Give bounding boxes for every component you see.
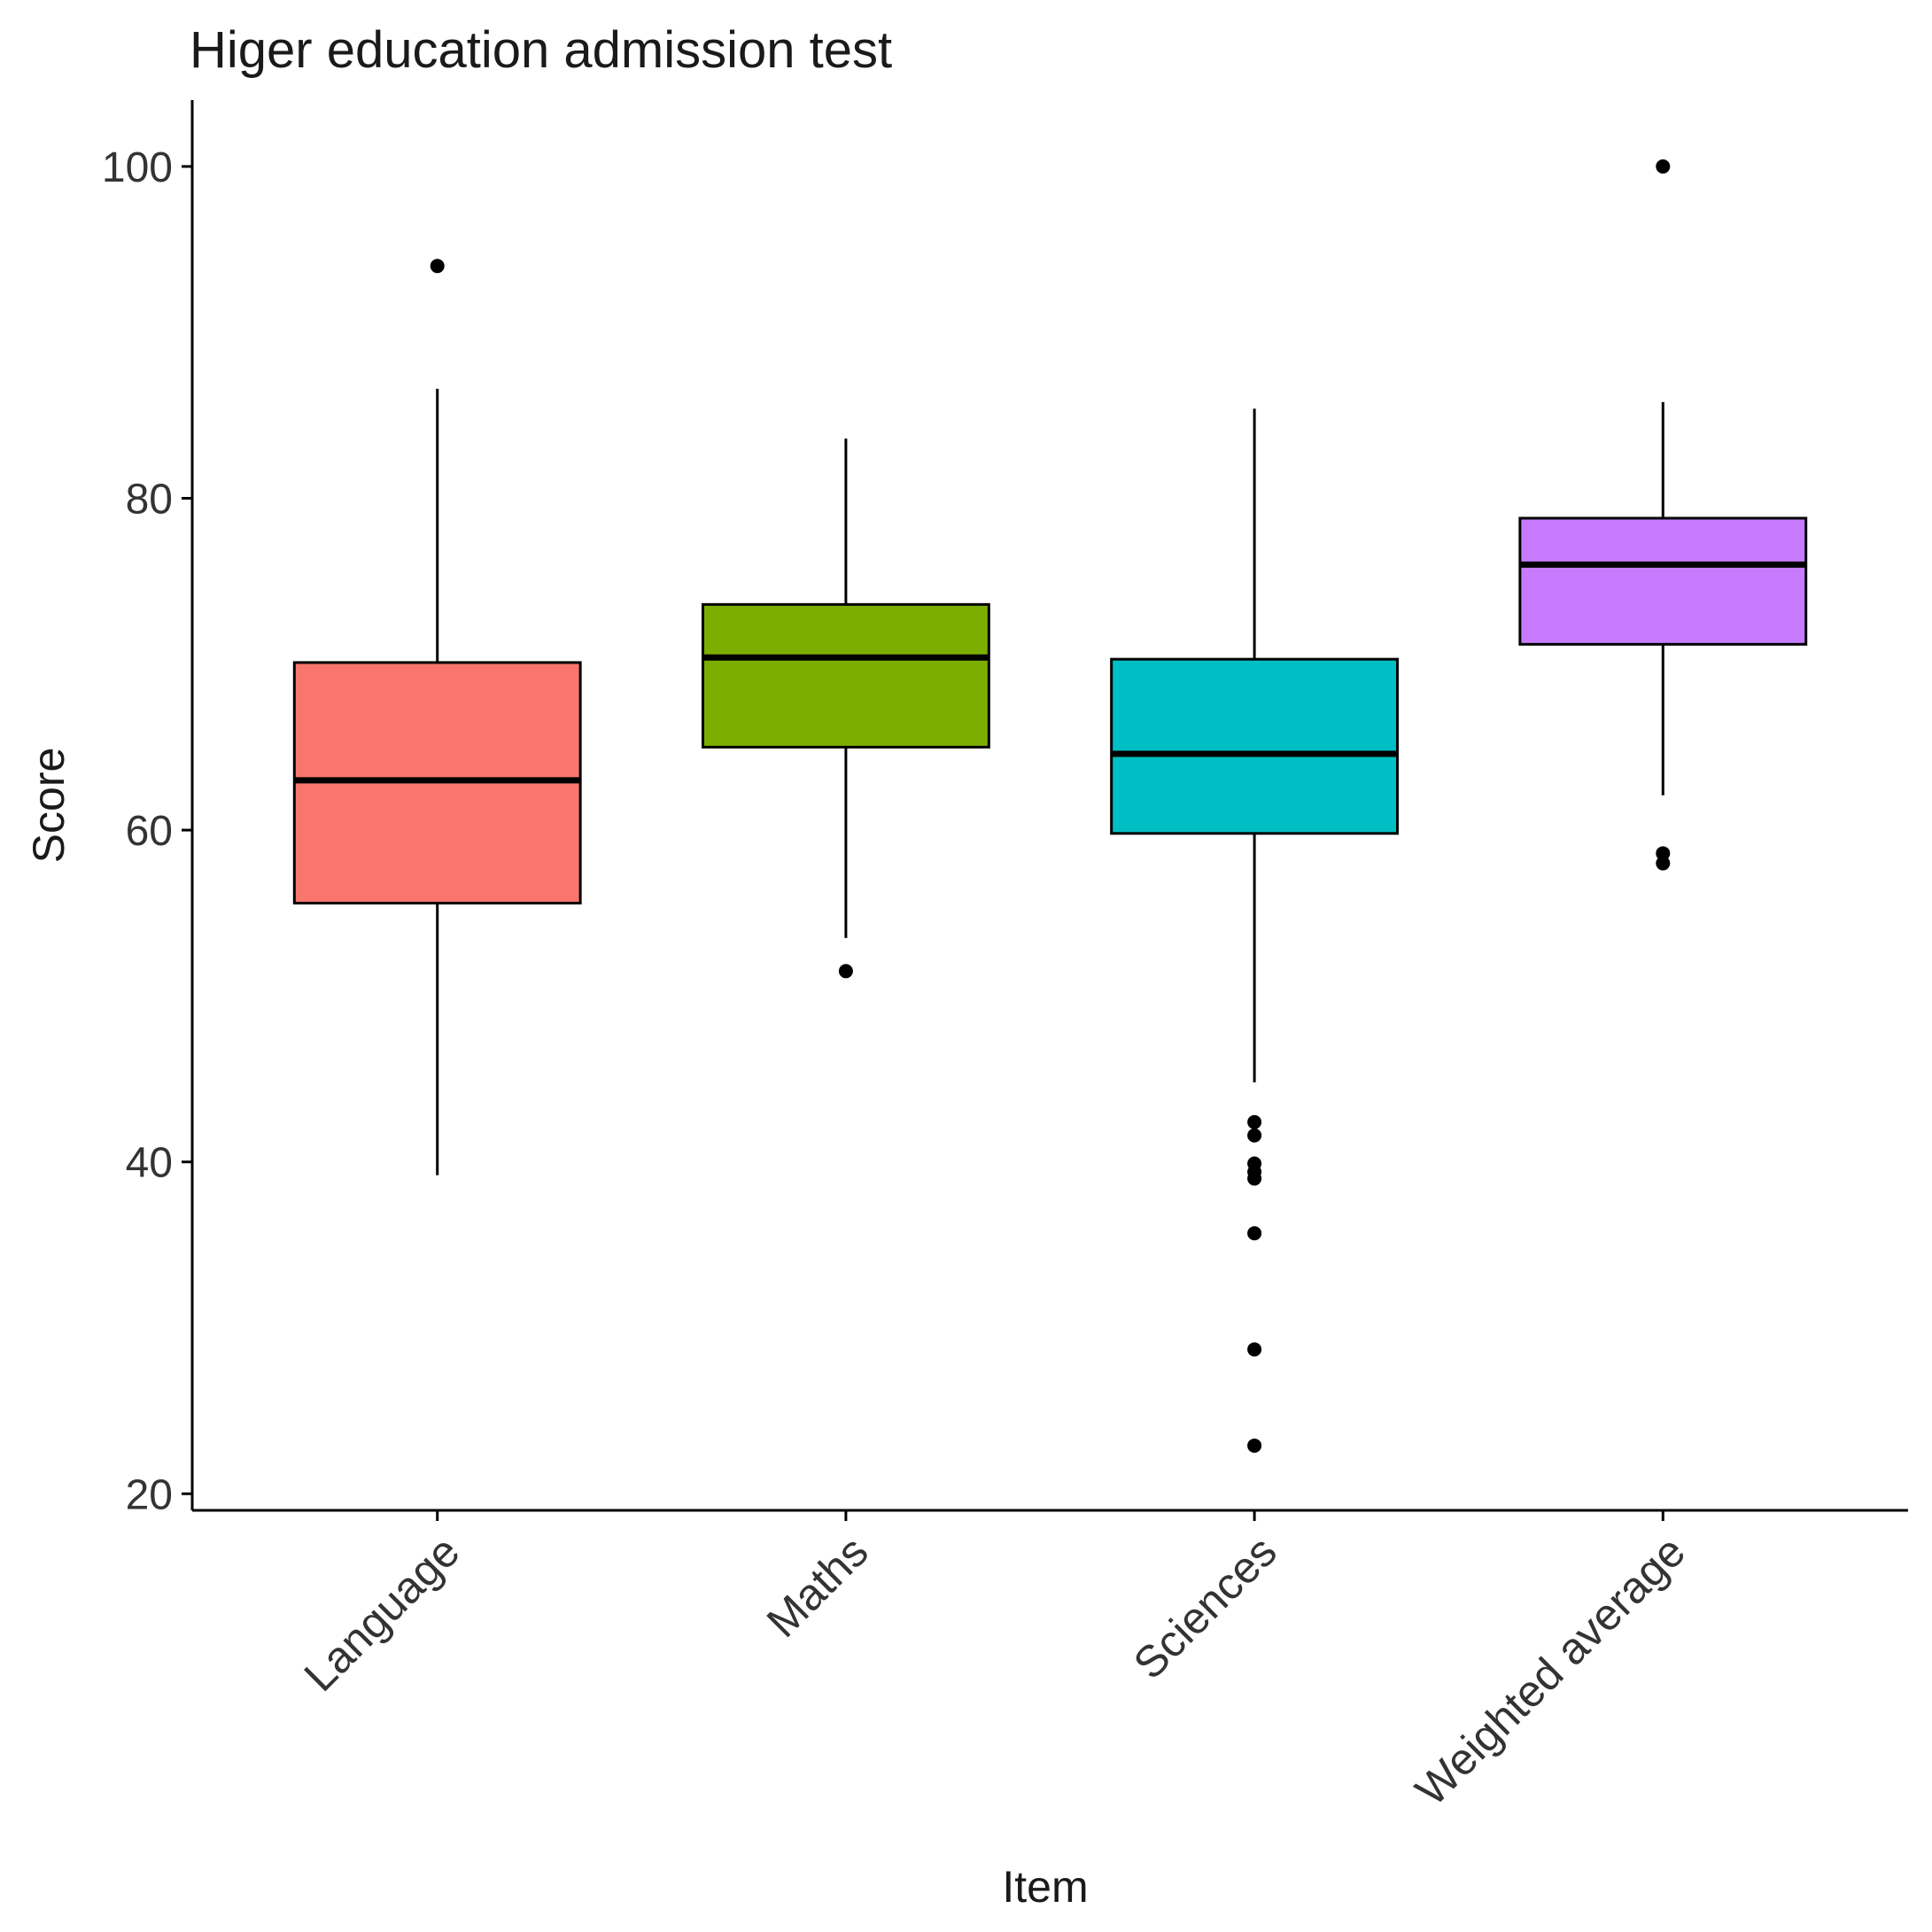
outlier-point xyxy=(1656,856,1671,871)
y-tick-label: 100 xyxy=(102,144,173,191)
y-tick-label: 80 xyxy=(126,477,173,524)
outlier-point xyxy=(1247,1171,1262,1186)
outlier-point xyxy=(430,259,445,274)
outlier-point xyxy=(1247,1128,1262,1143)
outlier-point xyxy=(1247,1226,1262,1241)
chart-title: Higer education admission test xyxy=(190,21,892,79)
y-axis: 20 40 60 80 100 xyxy=(102,144,192,1518)
x-tick-label: Weighted average xyxy=(1406,1526,1695,1815)
x-axis-title: Item xyxy=(1002,1862,1088,1912)
outlier-point xyxy=(1656,159,1671,174)
y-tick-label: 20 xyxy=(126,1471,173,1518)
x-tick-label: Sciences xyxy=(1124,1526,1286,1688)
box-group-weighted-average xyxy=(1518,159,1808,871)
outlier-point xyxy=(1247,1342,1262,1357)
box-iqr xyxy=(1110,657,1400,835)
y-axis-title: Score xyxy=(24,748,74,864)
box-group-sciences xyxy=(1110,408,1400,1453)
box-iqr xyxy=(1518,516,1808,646)
outlier-point xyxy=(1247,1438,1262,1453)
x-axis: Language Maths Sciences Weighted average xyxy=(295,1510,1695,1815)
y-tick-label: 60 xyxy=(126,808,173,855)
box-group-maths xyxy=(701,438,990,979)
box-iqr xyxy=(701,602,990,749)
outlier-point xyxy=(838,964,853,979)
outlier-point xyxy=(1247,1114,1262,1129)
box-group-language xyxy=(292,259,582,1175)
x-tick-label: Maths xyxy=(757,1526,878,1647)
x-tick-label: Language xyxy=(295,1526,469,1701)
outlier-point xyxy=(1656,846,1671,861)
y-tick-label: 40 xyxy=(126,1140,173,1187)
plot-area xyxy=(292,159,1808,1453)
